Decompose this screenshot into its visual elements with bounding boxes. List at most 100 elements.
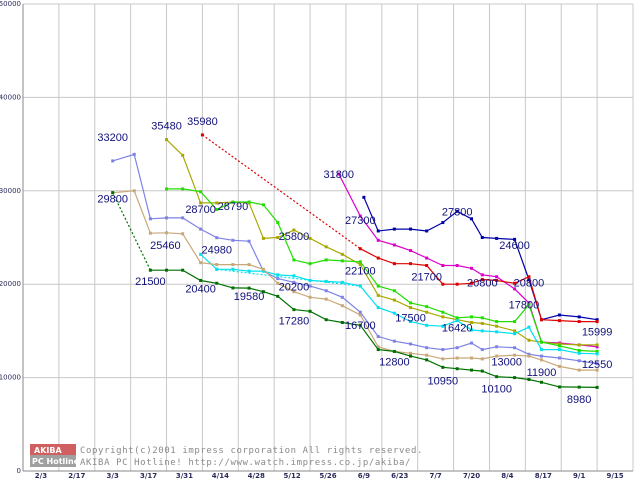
data-point bbox=[308, 284, 312, 288]
data-point bbox=[455, 319, 459, 323]
data-point bbox=[455, 346, 459, 350]
data-point bbox=[148, 231, 152, 235]
data-point bbox=[577, 385, 581, 389]
y-axis-ticks: 0 10000 20000 30000 40000 50000 bbox=[0, 0, 21, 475]
data-point bbox=[362, 195, 366, 199]
data-point bbox=[441, 264, 445, 268]
data-point bbox=[376, 306, 380, 310]
data-point bbox=[480, 273, 484, 277]
series-line bbox=[360, 248, 598, 323]
x-tick-label: 3/3 bbox=[107, 472, 119, 480]
data-point bbox=[540, 380, 543, 384]
data-point bbox=[480, 357, 484, 361]
x-tick-label: 9/1 bbox=[573, 472, 585, 480]
data-label: 17800 bbox=[509, 300, 540, 312]
data-label: 13000 bbox=[491, 357, 522, 369]
data-point bbox=[480, 369, 484, 373]
data-point bbox=[376, 238, 380, 242]
data-point bbox=[358, 313, 362, 317]
data-point bbox=[495, 324, 499, 328]
data-point bbox=[409, 342, 413, 346]
data-point bbox=[470, 320, 474, 324]
data-point bbox=[557, 356, 561, 360]
data-point bbox=[231, 200, 235, 204]
x-tick-label: 8/4 bbox=[501, 472, 513, 480]
data-point bbox=[358, 247, 362, 251]
y-tick-label: 30000 bbox=[0, 187, 21, 195]
data-point bbox=[441, 365, 445, 369]
series-red-dashed bbox=[200, 133, 361, 250]
data-point bbox=[557, 319, 561, 323]
data-point bbox=[358, 323, 362, 327]
data-point bbox=[527, 303, 531, 307]
series-red bbox=[358, 247, 599, 324]
data-point bbox=[425, 256, 429, 260]
data-point bbox=[376, 335, 380, 339]
data-point bbox=[409, 306, 413, 310]
x-tick-label: 2/17 bbox=[68, 472, 85, 480]
data-point bbox=[276, 281, 280, 285]
copyright-line-1: Copyright(c)2001 impress corporation All… bbox=[80, 446, 423, 456]
data-point bbox=[358, 310, 362, 314]
data-point bbox=[261, 203, 265, 207]
data-point bbox=[595, 318, 599, 322]
data-point bbox=[358, 260, 362, 264]
data-point bbox=[392, 311, 396, 315]
data-point bbox=[231, 238, 235, 242]
data-point bbox=[441, 310, 445, 314]
data-label: 28790 bbox=[218, 201, 249, 213]
data-point bbox=[376, 345, 380, 349]
data-point bbox=[480, 329, 484, 333]
data-point bbox=[455, 356, 459, 360]
data-label: 17500 bbox=[395, 313, 426, 325]
data-point bbox=[199, 227, 203, 231]
data-label: 24980 bbox=[201, 245, 232, 257]
y-tick-label: 10000 bbox=[0, 374, 21, 382]
data-point bbox=[595, 349, 599, 353]
data-labels: 33200 29800 35480 35980 28700 28790 25460 24980… bbox=[97, 116, 612, 406]
data-point bbox=[324, 297, 328, 301]
data-label: 17280 bbox=[279, 316, 310, 328]
data-point bbox=[247, 269, 251, 273]
data-label: 11900 bbox=[527, 367, 557, 379]
data-point bbox=[247, 286, 251, 290]
data-label: 28700 bbox=[185, 204, 216, 216]
data-point bbox=[308, 236, 312, 240]
data-point bbox=[409, 249, 413, 253]
data-point bbox=[480, 278, 484, 282]
data-point bbox=[595, 343, 599, 347]
data-label: 8980 bbox=[567, 394, 591, 406]
data-point bbox=[376, 284, 380, 288]
x-tick-label: 8/17 bbox=[535, 472, 552, 480]
data-label: 35980 bbox=[187, 116, 218, 128]
data-point bbox=[409, 320, 413, 324]
data-point bbox=[247, 200, 251, 204]
data-point bbox=[215, 281, 219, 285]
data-point bbox=[324, 245, 328, 249]
data-point bbox=[527, 354, 531, 358]
data-point bbox=[358, 263, 362, 267]
data-label: 10100 bbox=[481, 384, 512, 396]
data-point bbox=[470, 315, 474, 319]
data-label: 20200 bbox=[279, 281, 310, 293]
data-point bbox=[480, 316, 484, 320]
data-point bbox=[324, 258, 328, 262]
data-point bbox=[111, 191, 115, 195]
data-point bbox=[557, 344, 561, 348]
data-point bbox=[324, 318, 328, 322]
data-point bbox=[513, 281, 517, 285]
data-point bbox=[261, 236, 265, 240]
data-point bbox=[470, 356, 474, 360]
data-point bbox=[425, 353, 429, 357]
data-point bbox=[470, 217, 474, 221]
data-point bbox=[340, 252, 344, 256]
data-point bbox=[495, 236, 499, 240]
data-point bbox=[247, 263, 251, 267]
data-point bbox=[470, 266, 474, 270]
data-label: 35480 bbox=[151, 121, 182, 133]
logo-text-akiba: AKIBA bbox=[34, 446, 62, 455]
x-tick-label: 5/26 bbox=[319, 472, 336, 480]
data-point bbox=[513, 346, 517, 350]
data-point bbox=[392, 243, 396, 247]
series-line bbox=[202, 134, 361, 250]
